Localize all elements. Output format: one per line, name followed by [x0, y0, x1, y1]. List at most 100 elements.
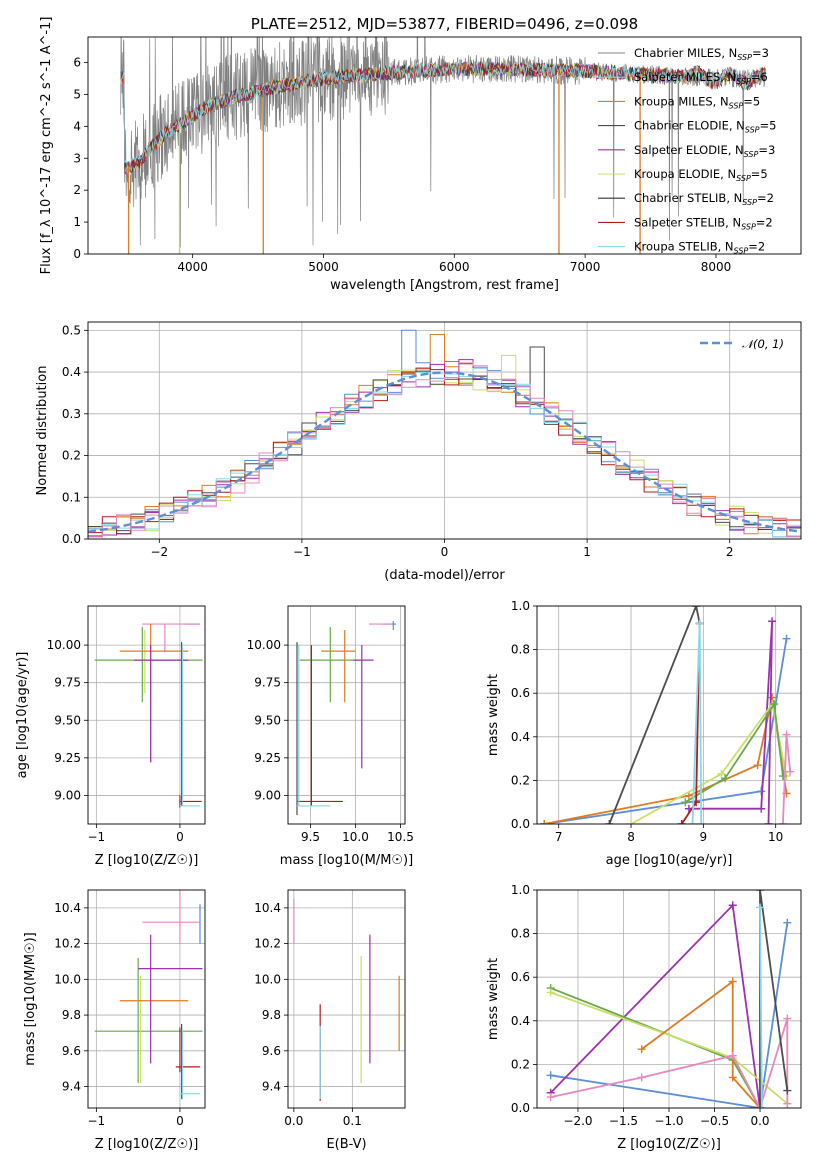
y-tick-label: 1	[73, 215, 81, 229]
mass-weight-marker	[684, 791, 693, 800]
mass-weight-marker	[764, 820, 773, 824]
mass-weight-marker	[637, 1045, 646, 1054]
y-axis-label: Flux [f_λ 10^-17 erg cm^-2 s^-1 A^-1]	[39, 17, 54, 275]
mass-weight-marker	[768, 617, 777, 626]
plot-area-massweight_vs_age	[540, 606, 795, 824]
x-axis-label: mass [log10(M/M☉)]	[280, 853, 413, 868]
y-tick-label: 9.4	[262, 1080, 281, 1094]
y-tick-label: 0.0	[62, 532, 81, 546]
y-tick-label: 4	[73, 119, 81, 133]
y-tick-label: 0.8	[511, 927, 530, 941]
plot-area-age_vs_mass	[296, 621, 396, 815]
y-tick-label: 9.75	[254, 676, 281, 690]
y-tick-label: 9.6	[262, 1044, 281, 1058]
panel-massweight_vs_Z: −2.0 −1.5 −1.0 −0.5 0.0 0.0 0.2 0.4 0.6 0.8 1.0 Z […	[486, 883, 802, 1152]
mass-weight-marker	[783, 918, 792, 927]
legend: Chabrier MILES, NSSP=3 Salpeter MILES, NS…	[598, 46, 776, 256]
panel-residuals: −2 −1 0 1 2 0.0 0.1 0.2 0.3 0.4 0.5 (data-model)/er…	[35, 321, 802, 583]
x-tick-label: 7	[555, 830, 563, 844]
x-tick-label: −1	[88, 1114, 106, 1128]
x-tick-label: −1.0	[654, 1114, 683, 1128]
legend-entry: Salpeter ELODIE, NSSP=3	[634, 143, 775, 159]
y-tick-label: 3	[73, 151, 81, 165]
y-tick-label: 9.8	[62, 1008, 81, 1022]
y-tick-label: 0.0	[511, 817, 530, 831]
axes-frame	[87, 605, 206, 825]
axes-frame	[536, 605, 802, 825]
legend-entry: Kroupa ELODIE, NSSP=5	[634, 167, 768, 183]
x-tick-label: 0	[176, 830, 184, 844]
mass-weight-marker	[677, 820, 686, 824]
panel-mass_vs_Z: −1 0 9.4 9.6 9.8 10.0 10.2 10.4 Z [log10(Z/Z☉)] m…	[23, 889, 206, 1152]
gaussian-reference-line	[88, 371, 801, 533]
y-tick-label: 9.25	[254, 751, 281, 765]
mass-weight-marker	[757, 804, 766, 813]
y-tick-label: 0.0	[511, 1101, 530, 1115]
legend-entry: Chabrier MILES, NSSP=3	[634, 46, 769, 62]
plot-area-residuals	[88, 329, 801, 538]
mass-weight-line	[759, 890, 789, 1108]
x-tick-label: −1.5	[609, 1114, 638, 1128]
x-tick-label: 0.0	[750, 1114, 769, 1128]
mass-weight-line	[684, 701, 784, 803]
legend-entry: Salpeter MILES, NSSP=6	[634, 70, 768, 86]
y-axis-label: Normed distribution	[35, 366, 50, 496]
plot-area-age_vs_Z	[94, 623, 203, 808]
legend-entry: Chabrier STELIB, NSSP=2	[634, 191, 774, 207]
y-tick-label: 2	[73, 183, 81, 197]
plot-area-massweight_vs_Z	[546, 890, 792, 1108]
y-tick-label: 0.2	[511, 773, 530, 787]
y-tick-label: 0.6	[511, 970, 530, 984]
mass-weight-marker	[728, 1051, 737, 1060]
x-tick-label: −1	[88, 830, 106, 844]
y-tick-label: 9.8	[262, 1008, 281, 1022]
mass-weight-marker	[786, 767, 795, 776]
x-tick-label: −2	[150, 545, 168, 559]
mass-weight-marker	[756, 1104, 765, 1108]
x-tick-label: 4000	[177, 260, 208, 274]
y-tick-label: 0.4	[62, 365, 81, 379]
x-tick-label: 10	[768, 830, 783, 844]
mass-weight-marker	[757, 1104, 766, 1108]
legend-entry: Kroupa MILES, NSSP=5	[634, 94, 760, 110]
x-tick-label: 10.5	[387, 830, 414, 844]
panel-spectrum: 4000 5000 6000 7000 8000 0 1 2 3 4 5 6 wavelength [A…	[39, 15, 802, 293]
y-tick-label: 0.6	[511, 686, 530, 700]
mass-weight-marker	[783, 1099, 792, 1108]
mass-weight-marker	[688, 820, 697, 824]
mass-weight-marker	[783, 1086, 792, 1095]
x-axis-label: (data-model)/error	[384, 568, 505, 583]
y-tick-label: 9.75	[54, 676, 81, 690]
x-tick-label: 1	[583, 545, 591, 559]
axes-frame	[287, 605, 406, 825]
residual-histogram	[88, 362, 801, 538]
legend-entry: Salpeter STELIB, NSSP=2	[634, 215, 773, 231]
mass-weight-marker	[697, 820, 706, 824]
axes-frame	[87, 36, 802, 255]
mass-weight-marker	[756, 890, 765, 894]
axes-frame	[87, 889, 206, 1109]
x-tick-label: 9.5	[301, 830, 320, 844]
y-tick-label: 6	[73, 56, 81, 70]
mass-weight-marker	[605, 820, 614, 824]
x-tick-label: 0.1	[343, 1114, 362, 1128]
x-axis-label: age [log10(age/yr)]	[606, 853, 733, 868]
chart-title: PLATE=2512, MJD=53877, FIBERID=0496, z=0…	[251, 15, 638, 33]
y-tick-label: 5	[73, 87, 81, 101]
panel-massweight_vs_age: 7 8 9 10 0.0 0.2 0.4 0.6 0.8 1.0 age [log10(age/yr…	[486, 599, 802, 868]
mass-weight-marker	[770, 700, 779, 709]
mass-weight-marker	[728, 977, 737, 986]
y-tick-label: 1.0	[511, 883, 530, 897]
y-tick-label: 10.2	[54, 937, 81, 951]
x-tick-label: 6000	[439, 260, 470, 274]
mass-weight-marker	[778, 820, 787, 824]
y-tick-label: 9.6	[62, 1044, 81, 1058]
mass-weight-line	[550, 922, 789, 1108]
x-tick-label: 5000	[308, 260, 339, 274]
mass-weight-line	[550, 1018, 789, 1108]
mass-weight-marker	[756, 903, 765, 912]
x-tick-label: 7000	[570, 260, 601, 274]
x-tick-label: 0.0	[284, 1114, 303, 1128]
mass-weight-marker	[540, 820, 549, 824]
